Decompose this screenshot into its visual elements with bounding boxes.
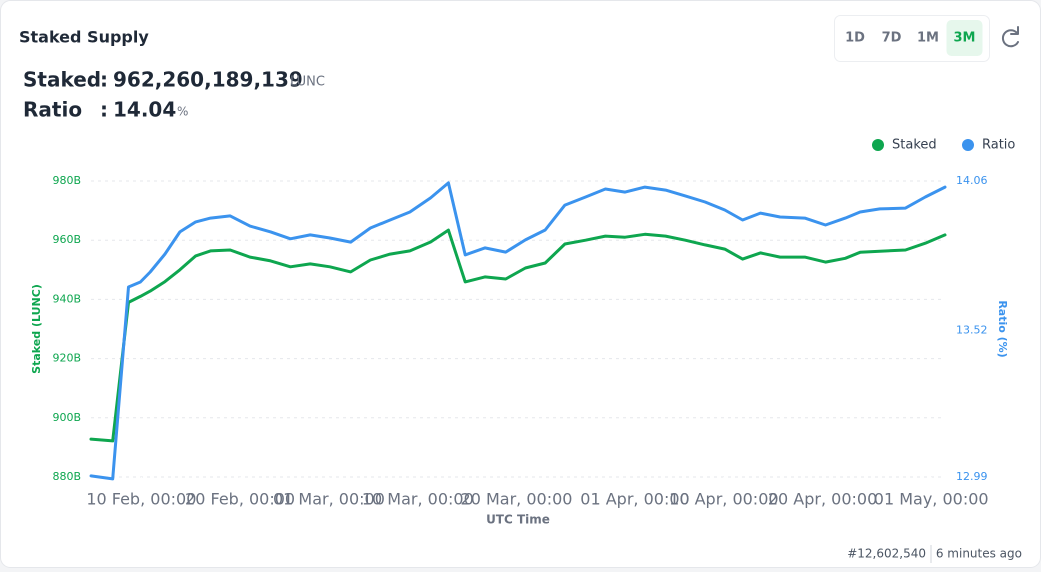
x-axis-label: UTC Time <box>486 513 550 527</box>
x-tick-label: 01 Apr, 00:00 <box>580 490 689 509</box>
y-tick-label: 880B <box>52 470 81 483</box>
card-title: Staked Supply <box>19 28 149 47</box>
y2-tick-label: 13.52 <box>956 323 988 336</box>
staked-separator: : <box>100 68 108 92</box>
ratio-unit: % <box>177 105 188 119</box>
ratio-separator: : <box>100 98 108 122</box>
last-updated: 6 minutes ago <box>936 547 1022 561</box>
y2-axis-label: Ratio (%) <box>996 300 1009 357</box>
staked-unit: LUNC <box>290 75 325 90</box>
ratio-value: 14.04 <box>113 98 176 122</box>
refresh-arrow[interactable] <box>1010 26 1019 35</box>
y-tick-label: 940B <box>52 292 81 305</box>
x-tick-label: 01 Mar, 00:00 <box>273 490 385 509</box>
range-buttons: 1D 7D 1M 3M <box>845 20 983 56</box>
refresh-icon[interactable] <box>1001 29 1019 48</box>
refresh-button[interactable] <box>996 24 1024 52</box>
staked-value: 962,260,189,139 <box>113 68 303 92</box>
y2-tick-label: 12.99 <box>956 470 988 483</box>
range-button[interactable]: 1D <box>845 31 865 46</box>
legend-swatch <box>872 139 884 151</box>
range-button[interactable]: 7D <box>882 31 902 46</box>
y-tick-label: 900B <box>52 411 81 424</box>
range-button[interactable]: 1M <box>917 31 939 46</box>
legend-label: Ratio <box>982 138 1015 153</box>
y2-tick-label: 14.06 <box>956 174 988 187</box>
plot-area: 880B 900B 920B 940B 960B 980B 12.99 13.52 14.06 1… <box>52 138 1015 509</box>
block-height: #12,602,540 <box>847 547 926 561</box>
x-tick-label: 01 May, 00:00 <box>874 490 989 509</box>
x-tick-label: 10 Apr, 00:00 <box>669 490 778 509</box>
y-tick-label: 920B <box>52 352 81 365</box>
ratio-label: Ratio <box>23 98 82 122</box>
x-tick-label: 20 Mar, 00:00 <box>461 490 573 509</box>
x-tick-label: 20 Apr, 00:00 <box>768 490 877 509</box>
x-tick-label: 20 Feb, 00:00 <box>185 490 295 509</box>
x-tick-label: 10 Feb, 00:00 <box>86 490 196 509</box>
y-tick-label: 980B <box>52 174 81 187</box>
series-line <box>89 228 947 443</box>
range-button[interactable]: 3M <box>954 31 976 46</box>
refresh-hit-area[interactable] <box>996 24 1024 52</box>
y-tick-label: 960B <box>52 233 81 246</box>
legend-swatch <box>962 139 974 151</box>
staked-label: Staked <box>23 68 101 92</box>
series-line <box>89 181 947 481</box>
legend-label: Staked <box>892 138 937 153</box>
range-button-active[interactable] <box>946 20 983 56</box>
y-axis-label: Staked (LUNC) <box>30 284 43 374</box>
x-tick-label: 10 Mar, 00:00 <box>362 490 474 509</box>
